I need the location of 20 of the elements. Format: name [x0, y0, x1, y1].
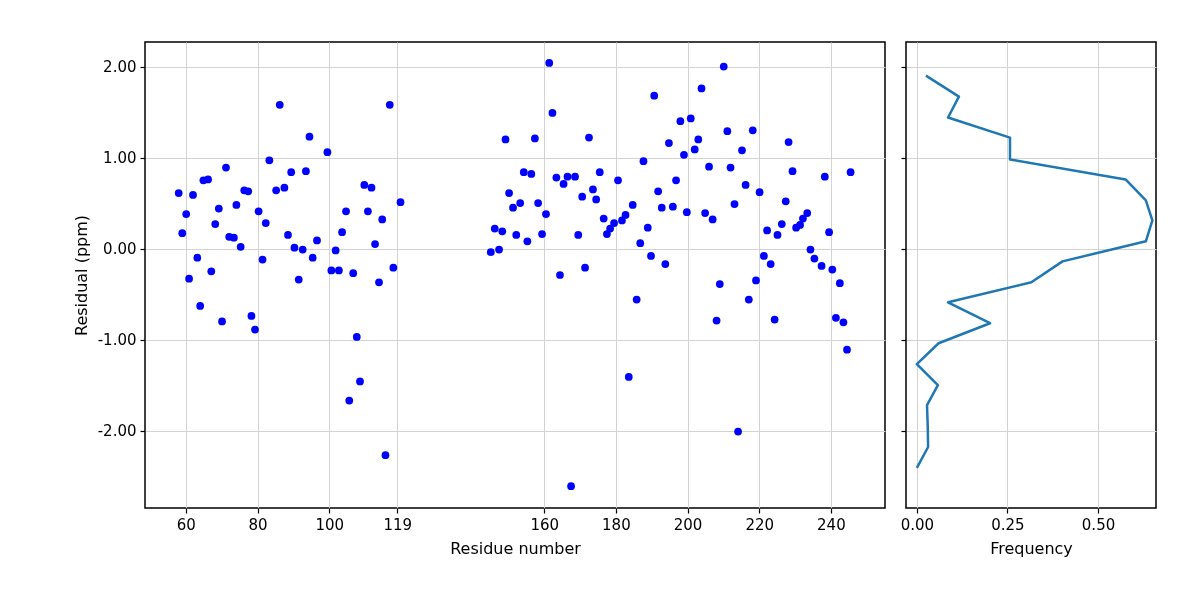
- x-tick-label: 80: [248, 515, 268, 534]
- x-tick-label: 0.50: [1081, 515, 1116, 534]
- y-tick-label: -2.00: [97, 422, 137, 441]
- x-tick-label: 240: [817, 515, 846, 534]
- y-tick-label: 0.00: [103, 240, 137, 259]
- x-tick-label: 0.25: [991, 515, 1025, 534]
- x-tick-label: 0.00: [900, 515, 935, 534]
- x-axis-title: Frequency: [990, 538, 1073, 558]
- y-axis-title: Residual (ppm): [71, 214, 91, 337]
- x-tick-label: 180: [602, 515, 631, 534]
- x-axis-title: Residue number: [450, 538, 582, 558]
- x-tick-label: 160: [530, 515, 560, 534]
- y-tick-label: -1.00: [97, 331, 137, 350]
- y-tick-label: 2.00: [103, 58, 137, 77]
- x-tick-label: 100: [315, 515, 345, 534]
- x-tick-label: 60: [176, 515, 196, 534]
- y-tick-label: 1.00: [103, 149, 137, 168]
- x-tick-label: 119: [383, 515, 413, 534]
- x-tick-label: 200: [673, 515, 703, 534]
- x-tick-label: 220: [745, 515, 775, 534]
